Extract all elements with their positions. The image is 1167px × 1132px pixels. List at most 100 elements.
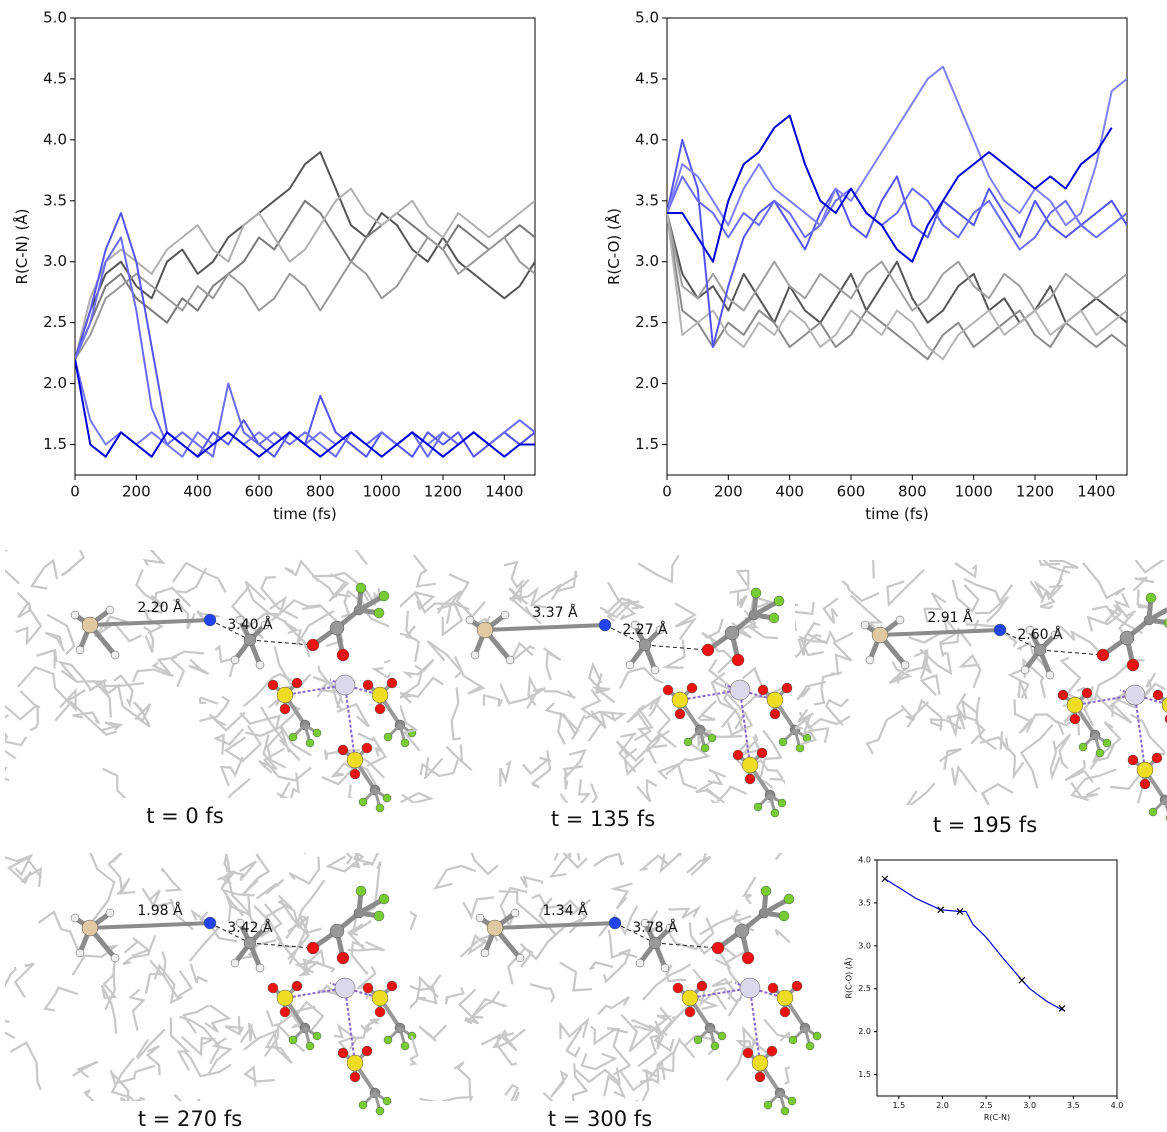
solvent-bond <box>744 616 779 640</box>
atom <box>75 645 85 655</box>
solvent-bond <box>149 959 193 999</box>
atom <box>70 610 80 620</box>
solvent-bond <box>143 608 165 635</box>
solvent-bond <box>954 562 978 579</box>
atom <box>742 1047 754 1059</box>
solvent-bond <box>467 933 489 956</box>
solvent-bond <box>1070 781 1101 799</box>
solvent-bond <box>607 581 637 621</box>
solvent-bond <box>208 711 246 732</box>
solvent-bond <box>276 772 300 798</box>
solvent-bond <box>919 673 941 697</box>
solvent-bond <box>665 964 687 983</box>
atom <box>769 708 781 720</box>
solvent-bond <box>214 644 237 678</box>
snapshot-caption: t = 135 fs <box>551 807 655 831</box>
solvent-bond <box>123 937 151 958</box>
atom <box>378 590 390 602</box>
atom <box>255 660 265 670</box>
atom <box>717 1031 727 1041</box>
distance-label: 3.37 Å <box>532 604 578 621</box>
solvent-bond <box>795 633 822 659</box>
atom <box>1119 630 1135 646</box>
atom <box>707 733 717 743</box>
atom <box>355 582 367 594</box>
solvent-bond <box>615 740 667 762</box>
atom <box>767 982 779 994</box>
solvent-bond <box>88 678 121 695</box>
solvent-bond <box>1136 589 1152 609</box>
solvent-bond <box>841 580 880 602</box>
solvent-bond <box>441 601 470 637</box>
solvent-bond <box>423 757 444 780</box>
atom <box>1025 625 1035 635</box>
y-tick-label: 4.5 <box>43 69 67 87</box>
atom <box>260 620 270 630</box>
atom <box>1102 738 1112 748</box>
solvent-bond <box>1059 625 1104 656</box>
atom <box>291 980 303 992</box>
series-line <box>75 236 535 360</box>
solvent-bond <box>360 1022 373 1034</box>
atom <box>778 737 788 747</box>
solvent-bond <box>584 710 627 721</box>
y-tick-label: 1.5 <box>635 435 659 453</box>
y-tick-label: 3.5 <box>858 898 871 907</box>
solvent-bond <box>1049 740 1061 781</box>
atom <box>608 916 622 930</box>
atom <box>693 1035 703 1045</box>
solvent-bond <box>400 705 421 752</box>
solvent-bond <box>634 1014 673 1032</box>
solvent-bond <box>554 570 578 593</box>
solvent-bond <box>726 710 754 737</box>
atom <box>288 1035 298 1045</box>
solvent-bond <box>102 960 118 999</box>
solvent-bond <box>509 641 535 663</box>
solvent-bond <box>559 899 588 934</box>
solvent-bond <box>357 732 387 767</box>
atom <box>754 1071 766 1083</box>
atom <box>203 916 217 930</box>
solvent-bond <box>263 1010 280 1057</box>
series-line <box>667 175 1127 251</box>
solvent-bond <box>1016 641 1051 673</box>
solvent-bond <box>606 600 640 622</box>
solvent-bond <box>5 853 34 877</box>
atom <box>686 682 698 694</box>
atom <box>1066 696 1084 714</box>
solvent-bond <box>135 1028 166 1060</box>
distance-label: 2.27 Å <box>622 621 668 638</box>
solvent-bond <box>371 659 390 680</box>
solvent-bond <box>404 625 421 662</box>
atom <box>382 793 392 803</box>
atom <box>773 595 785 607</box>
solvent-bond <box>225 895 258 930</box>
distance-label: 1.34 Å <box>542 902 588 919</box>
solvent-bond <box>1017 680 1028 700</box>
x-tick-label: 800 <box>306 483 335 501</box>
solvent-bond <box>504 1083 519 1101</box>
x-tick-label: 2.0 <box>936 1101 949 1110</box>
solvent-bond <box>1130 713 1165 756</box>
atom <box>763 1100 773 1110</box>
x-tick-label: 600 <box>245 483 274 501</box>
y-tick-label: 3.5 <box>635 191 659 209</box>
solvent-bond <box>795 709 814 730</box>
atom <box>751 1054 769 1072</box>
plot: 1.5 2.0 2.5 3.0 3.5 4.0 1.5 2.0 2.5 3.0 3.5 4.0 R(C-… <box>843 856 1124 1122</box>
atom <box>355 885 367 897</box>
atom <box>470 650 480 660</box>
solvent-bond <box>496 1031 518 1067</box>
y-axis-label: R(C-O) (Å) <box>843 957 854 998</box>
solvent-bond <box>659 853 682 874</box>
solvent-bond <box>300 948 326 973</box>
atom <box>729 679 751 701</box>
bond <box>483 623 607 632</box>
solvent-bond <box>169 1017 190 1071</box>
atom <box>336 648 350 662</box>
solvent-bond <box>1134 560 1165 574</box>
solvent-bond <box>206 1037 233 1076</box>
solvent-bond <box>410 1035 419 1066</box>
solvent-bond <box>529 983 556 1003</box>
